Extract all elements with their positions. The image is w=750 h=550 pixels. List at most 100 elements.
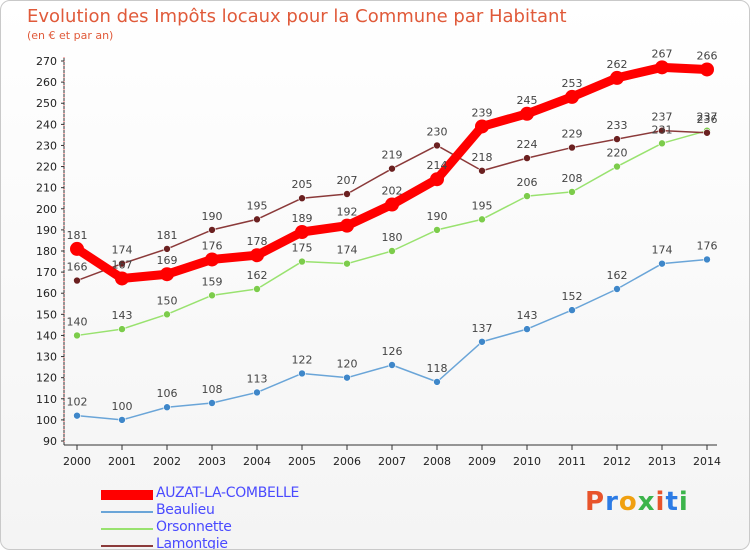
y-tick-label: 140 [36,329,57,342]
data-point [613,135,621,143]
data-label: 106 [157,387,178,400]
data-label: 224 [517,138,538,151]
y-tick-label: 200 [36,203,57,216]
data-label: 169 [157,254,178,267]
data-point [568,188,576,196]
y-tick-label: 250 [36,97,57,110]
data-point [655,60,669,75]
data-point [388,164,396,173]
data-label: 180 [382,231,403,244]
data-label: 207 [337,174,358,187]
data-point [208,226,216,234]
x-tick-label: 2001 [108,455,136,468]
data-point [520,106,534,121]
y-tick-label: 100 [36,414,57,427]
data-point [253,388,261,397]
data-label: 167 [112,258,133,271]
legend-swatch [101,528,153,530]
data-label: 266 [697,49,718,62]
data-labels: 102 100 106 108 113 122 120 126 118 137 143 152 162 1… [67,47,718,413]
data-label: 175 [292,242,313,255]
legend-label: Beaulieu [156,502,215,518]
data-label: 218 [472,151,493,164]
y-tick-label: 190 [36,224,57,237]
data-point [658,126,666,135]
y-tick-label: 170 [36,266,57,279]
data-point [298,257,306,266]
x-tick-label: 2008 [423,455,451,468]
logo-letter: t [665,487,679,517]
data-point [388,361,396,369]
series-lines [70,60,714,424]
data-label: 181 [157,229,178,242]
data-label: 174 [652,244,673,257]
data-point [568,143,576,152]
x-tick-label: 2000 [63,455,91,468]
logo-letter: r [605,487,619,517]
data-label: 192 [337,206,358,219]
data-label: 262 [607,58,628,71]
legend-swatch [101,490,153,500]
data-label: 178 [247,235,268,248]
legend-swatch [101,511,153,513]
data-point [568,306,576,314]
data-point [433,141,441,150]
logo-letter: x [637,487,656,517]
data-label: 253 [562,77,583,90]
data-point [565,89,579,104]
data-point [343,373,351,382]
data-point [523,325,531,333]
y-tick-label: 110 [36,393,57,406]
data-point [250,248,264,263]
data-point [253,285,261,293]
data-label: 140 [67,315,88,328]
data-point [478,215,486,224]
data-point [298,369,306,378]
data-point [208,399,216,407]
y-tick-label: 130 [36,351,57,364]
data-point [613,162,621,171]
data-point [163,310,171,319]
x-tick-label: 2005 [288,455,316,468]
data-label: 202 [382,185,403,198]
data-point [385,197,399,212]
data-point [430,172,444,187]
data-label: 174 [112,244,133,257]
data-label: 239 [472,106,493,119]
data-point [703,128,711,137]
data-label: 220 [607,147,628,160]
x-tick-label: 2009 [468,455,496,468]
data-point [70,241,84,256]
data-label: 118 [427,362,448,375]
logo-letter: i [678,487,689,517]
y-axis-ticks: 90 100 110 120 130 140 150 160 170 180 190 200 210 22… [36,55,64,448]
data-label: 189 [292,212,313,225]
y-tick-label: 230 [36,139,57,152]
data-point [118,416,126,424]
data-label: 195 [247,199,268,212]
chart-title: Evolution des Impôts locaux pour la Comm… [27,6,567,27]
y-tick-label: 210 [36,182,57,195]
data-label: 206 [517,176,538,189]
data-label: 113 [247,372,268,385]
y-tick-label: 120 [36,372,57,385]
data-label: 100 [112,400,133,413]
data-point [208,291,216,300]
data-label: 267 [652,47,673,60]
data-label: 143 [517,309,538,322]
data-label: 231 [652,123,673,136]
data-label: 233 [607,119,628,132]
proxiti-logo: Proxiti [585,487,689,517]
data-point [298,194,306,203]
logo-letter: i [655,487,666,517]
x-tick-label: 2003 [198,455,226,468]
y-tick-label: 180 [36,245,57,258]
data-point [343,259,351,268]
data-label: 237 [697,111,718,124]
x-tick-label: 2014 [693,455,721,468]
data-label: 176 [697,239,718,252]
data-point [475,119,489,134]
data-label: 159 [202,275,223,288]
data-point [163,403,171,412]
data-label: 205 [292,178,313,191]
